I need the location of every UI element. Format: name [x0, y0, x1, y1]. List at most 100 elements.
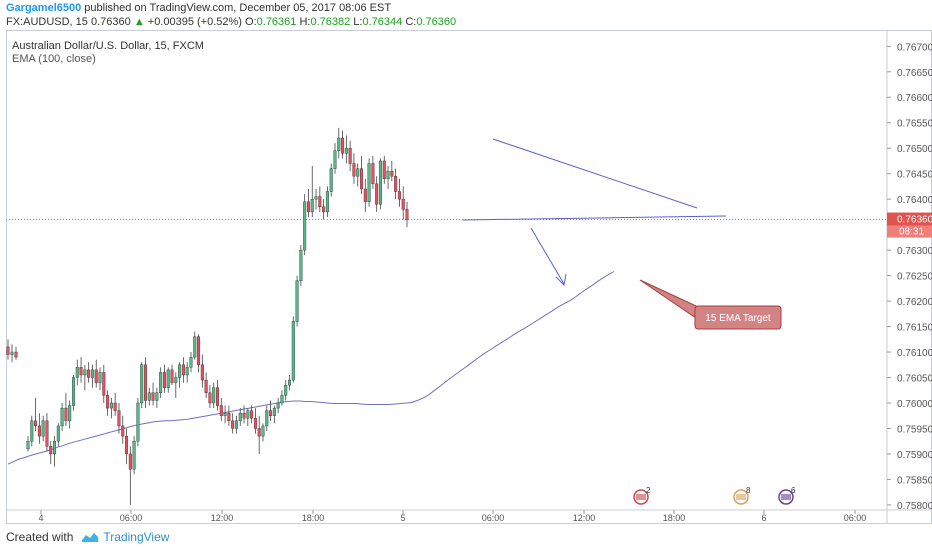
author-name[interactable]: Gargamel6500: [6, 2, 82, 14]
candle-body: [181, 364, 185, 376]
candle-body: [60, 407, 64, 427]
price-tick-label: 0.76550: [897, 119, 932, 130]
candle-body: [314, 196, 318, 200]
chart-title: Australian Dollar/U.S. Dollar, 15, FXCM: [12, 40, 204, 52]
candle-body: [367, 163, 371, 202]
symbol-name: FX:AUDUSD, 15: [6, 16, 88, 28]
publish-header: Gargamel6500 published on TradingView.co…: [6, 2, 391, 16]
price-tick-label: 0.76250: [897, 272, 932, 283]
price-tick-label: 0.76450: [897, 170, 932, 181]
candle-body: [26, 441, 30, 450]
candle-body: [170, 369, 174, 383]
candle-body: [329, 168, 333, 192]
candle-body: [90, 369, 94, 378]
price-axis: 0.76700 0.76650 0.76600 0.76550 0.76500 0.764…: [886, 31, 932, 524]
candle-body: [102, 372, 106, 396]
last-price-tag-label: 0.76360: [897, 215, 932, 226]
chart-area[interactable]: [6, 30, 932, 524]
candle-body: [155, 392, 159, 401]
candle-body: [37, 425, 41, 437]
event-badges: 2 8 6: [633, 486, 796, 505]
candle-body: [159, 372, 163, 393]
candle-body: [375, 183, 379, 205]
candle-body: [6, 346, 10, 355]
symbol-line: FX:AUDUSD, 15 0.76360 ▲ +0.00395 (+0.52%…: [6, 16, 456, 30]
tradingview-logo-icon[interactable]: [81, 531, 99, 543]
annotation-callout: 15 EMA Target: [639, 279, 782, 330]
candle-body: [231, 420, 235, 429]
candle-body: [322, 206, 326, 213]
candle-body: [132, 441, 136, 470]
flag-icon-fill: [636, 494, 646, 500]
candle-body: [113, 402, 117, 411]
candle-body: [265, 410, 269, 427]
countdown-tag-label: 08:31: [899, 227, 924, 238]
up-arrow-icon: ▲: [133, 16, 145, 28]
time-tick-label: 18:00: [302, 513, 325, 523]
price-tick-label: 0.75800: [897, 501, 932, 512]
callout-box: [694, 305, 782, 330]
candle-body: [212, 387, 216, 404]
price-tick-label: 0.76400: [897, 195, 932, 206]
candle-body: [325, 191, 329, 213]
candle-body: [121, 425, 125, 437]
candle-body: [295, 280, 299, 322]
time-tick-label: 6: [761, 513, 766, 523]
candle-body: [94, 369, 98, 383]
candle-body: [288, 379, 292, 386]
candle-body: [341, 137, 345, 154]
us-flag-badge: 2: [633, 486, 651, 505]
high-value: 0.76382: [310, 16, 351, 28]
last-price-tag-bg: [887, 212, 932, 226]
candle-body: [223, 412, 227, 416]
candle-body: [49, 446, 53, 455]
candle-body: [197, 336, 201, 365]
au-flag-badge: 6: [778, 486, 796, 505]
candle-body: [109, 402, 113, 409]
candle-body: [284, 384, 288, 396]
target-arrow-line: [530, 227, 565, 285]
candle-body: [41, 420, 45, 437]
price-tick-label: 0.76650: [897, 68, 932, 79]
candle-body: [401, 198, 405, 210]
ema-line: [7, 271, 615, 465]
candle-body: [257, 428, 261, 437]
candle-body: [246, 410, 250, 419]
upper-trendline: [492, 138, 698, 209]
target-arrow-head: [555, 273, 567, 287]
candle-body: [352, 163, 356, 177]
time-tick-label: 06:00: [844, 513, 867, 523]
candle-body: [280, 395, 284, 404]
candle-body: [299, 249, 303, 281]
candle-body: [136, 402, 140, 442]
candle-body: [310, 198, 314, 213]
candle-body: [79, 367, 83, 376]
countdown-tag-bg: [887, 225, 932, 238]
candle-body: [204, 379, 208, 393]
candle-body: [356, 168, 360, 177]
created-with-label: Created with: [6, 530, 74, 544]
candle-body: [306, 201, 310, 213]
candle-body: [333, 150, 337, 169]
flag-icon-fill: [736, 494, 746, 500]
badge-count: 2: [646, 486, 651, 495]
drawings-layer: 15 EMA Target: [462, 138, 782, 330]
publish-info: published on TradingView.com, December 0…: [81, 2, 392, 14]
price-tick-label: 0.76500: [897, 144, 932, 155]
price-tick-label: 0.76050: [897, 374, 932, 385]
candle-body: [193, 336, 197, 358]
price-chart[interactable]: 15 EMA Target 0.76700 0.76650 0.76600 0.765…: [0, 0, 932, 524]
candle-body: [166, 369, 170, 388]
last-price: 0.76360: [90, 16, 131, 28]
time-tick-label: 06:00: [120, 513, 143, 523]
tradingview-brand[interactable]: TradingView: [103, 530, 170, 544]
candle-body: [405, 209, 409, 220]
ema-legend: EMA (100, close): [12, 53, 96, 65]
flag-icon-fill: [781, 494, 791, 500]
candle-body: [56, 425, 60, 442]
callout-text: 15 EMA Target: [705, 313, 771, 324]
uk-flag-badge: 8: [733, 486, 751, 505]
candle-body: [151, 392, 155, 401]
low-value: 0.76344: [362, 16, 403, 28]
candle-body: [178, 364, 182, 378]
